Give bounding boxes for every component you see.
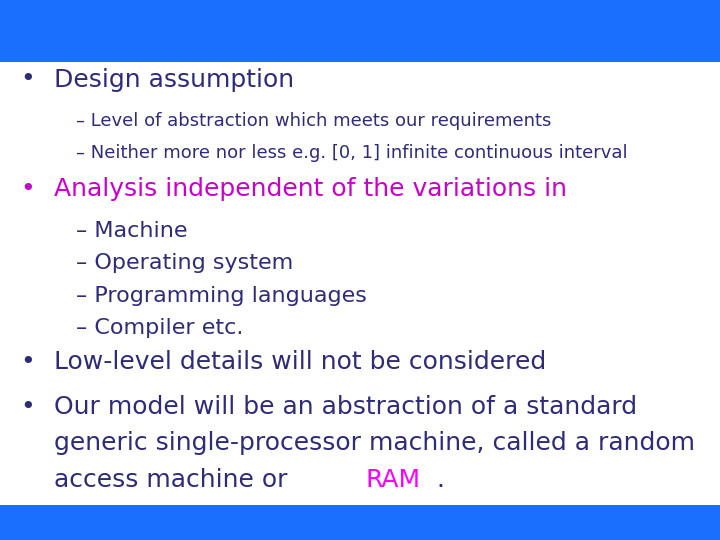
Text: – Compiler etc.: – Compiler etc. [76, 318, 243, 338]
Text: generic single-processor machine, called a random: generic single-processor machine, called… [54, 431, 695, 455]
Text: – Programming languages: – Programming languages [76, 286, 366, 306]
Text: •: • [20, 350, 35, 374]
Text: Analysis independent of the variations in: Analysis independent of the variations i… [54, 177, 567, 200]
Text: •: • [20, 177, 35, 200]
Text: .: . [437, 468, 445, 492]
Text: Design assumption: Design assumption [54, 68, 294, 91]
Text: RAM: RAM [366, 468, 420, 492]
Text: access machine or: access machine or [54, 468, 295, 492]
Text: – Machine: – Machine [76, 221, 187, 241]
Text: – Operating system: – Operating system [76, 253, 293, 273]
Text: – Neither more nor less e.g. [0, 1] infinite continuous interval: – Neither more nor less e.g. [0, 1] infi… [76, 144, 627, 162]
Text: Our model will be an abstraction of a standard: Our model will be an abstraction of a st… [54, 395, 637, 418]
Text: Model of Computation (Assumptions): Model of Computation (Assumptions) [68, 17, 652, 45]
Text: Low-level details will not be considered: Low-level details will not be considered [54, 350, 546, 374]
Text: •: • [20, 68, 35, 91]
Text: •: • [20, 395, 35, 418]
Text: – Level of abstraction which meets our requirements: – Level of abstraction which meets our r… [76, 112, 551, 130]
